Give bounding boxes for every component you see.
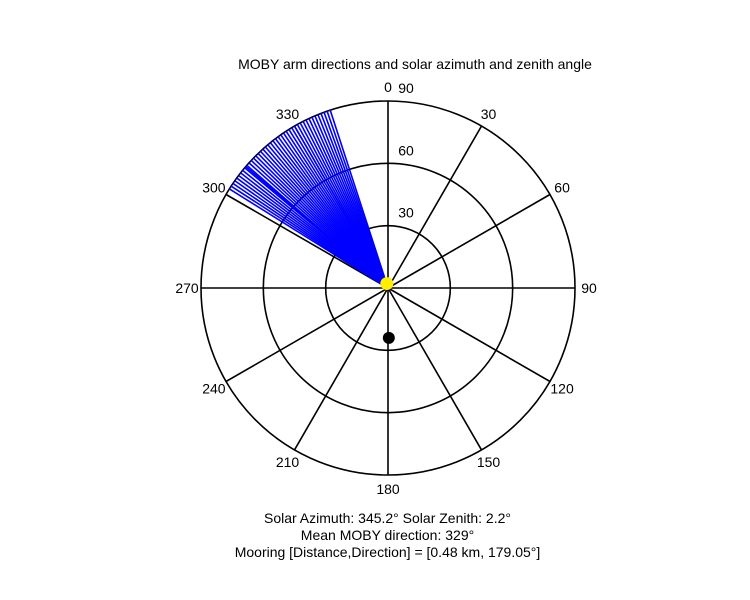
angle-tick-300: 300 [202, 180, 226, 196]
angle-tick-270: 270 [175, 280, 199, 296]
angle-tick-180: 180 [376, 481, 400, 497]
angle-tick-240: 240 [202, 381, 226, 397]
chart-title: MOBY arm directions and solar azimuth an… [238, 56, 592, 72]
arm-directions-series [228, 109, 389, 289]
angle-tick-0: 0 [384, 79, 392, 95]
spoke-120 [387, 287, 551, 383]
radial-tick-90: 90 [398, 80, 414, 96]
angle-tick-330: 330 [276, 106, 300, 122]
radial-tick-30: 30 [398, 205, 414, 221]
spoke-300 [225, 193, 389, 289]
mooring-marker [382, 331, 395, 344]
mean-moby-direction-text: Mean MOBY direction: 329° [300, 527, 475, 543]
spoke-240 [225, 287, 389, 383]
angle-tick-90: 90 [581, 280, 597, 296]
mooring-info-text: Mooring [Distance,Direction] = [0.48 km,… [234, 544, 541, 560]
angle-tick-60: 60 [554, 180, 570, 196]
angle-tick-150: 150 [477, 454, 501, 470]
angle-tick-120: 120 [550, 381, 574, 397]
angle-tick-30: 30 [481, 106, 497, 122]
spoke-210 [293, 287, 389, 451]
arm-direction-line [329, 109, 389, 289]
spoke-30 [387, 125, 483, 289]
tick-labels: 0 30 60 90 120 150 180 210 240 270 300 330 30 60 90 [175, 79, 597, 497]
solar-angles-text: Solar Azimuth: 345.2° Solar Zenith: 2.2° [264, 510, 511, 526]
angle-tick-210: 210 [276, 454, 300, 470]
radial-tick-60: 60 [398, 142, 414, 158]
spoke-60 [387, 193, 551, 289]
spoke-150 [387, 287, 483, 451]
sun-marker [380, 277, 394, 291]
markers [380, 277, 395, 344]
